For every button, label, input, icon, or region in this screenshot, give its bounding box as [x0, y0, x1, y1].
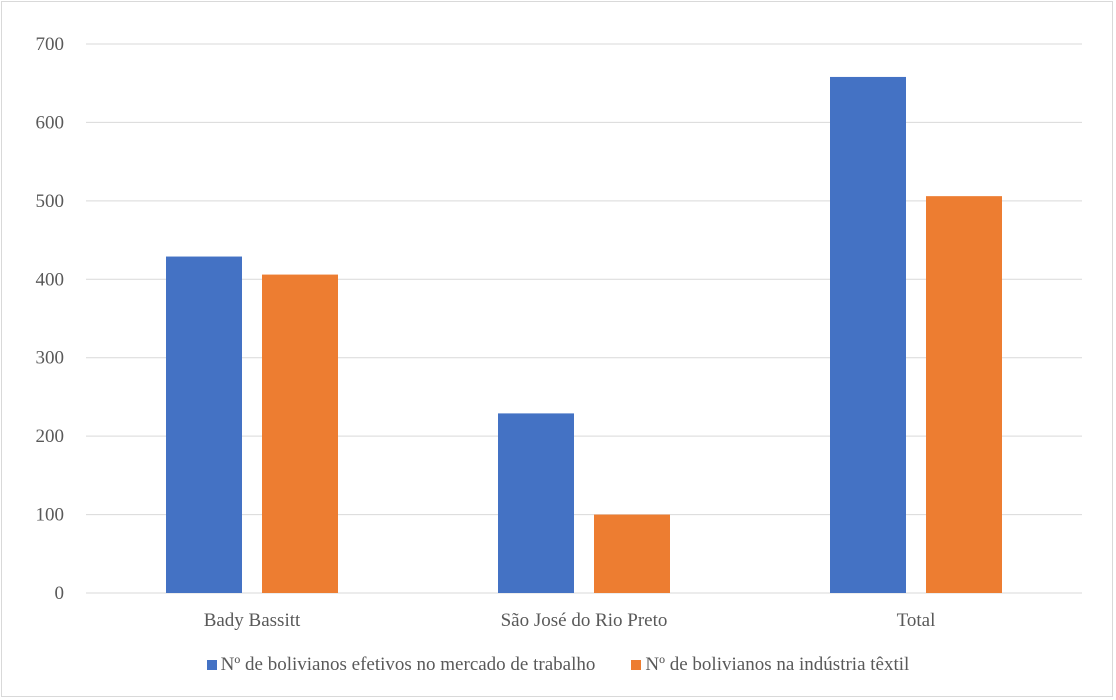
y-tick-label: 700	[36, 34, 65, 55]
x-tick-label: São José do Rio Preto	[501, 610, 668, 631]
bar-series-1-cat-1	[166, 256, 242, 593]
bar-series-1-cat-3	[830, 76, 906, 593]
bars	[166, 76, 1002, 593]
y-axis-ticks: 0 100 200 300 400 500 600 700	[36, 34, 65, 604]
legend-swatch-series-2	[631, 660, 642, 670]
y-tick-label: 200	[36, 426, 65, 447]
bar-series-1-cat-2	[498, 413, 574, 593]
legend-item-series-1: Nº de bolivianos efetivos no mercado de …	[206, 654, 596, 676]
y-tick-label: 0	[55, 583, 65, 604]
x-tick-label: Total	[897, 610, 936, 631]
legend: Nº de bolivianos efetivos no mercado de …	[2, 654, 1114, 676]
legend-label-series-1: Nº de bolivianos efetivos no mercado de …	[220, 654, 596, 675]
legend-item-series-2: Nº de bolivianos na indústria têxtil	[631, 654, 909, 676]
x-axis-ticks: Bady Bassitt São José do Rio Preto Total	[204, 610, 936, 631]
legend-label-series-2: Nº de bolivianos na indústria têxtil	[645, 654, 910, 675]
bar-series-2-cat-1	[262, 274, 338, 593]
y-tick-label: 100	[36, 505, 65, 526]
x-tick-label: Bady Bassitt	[204, 610, 301, 631]
gridlines	[86, 43, 1082, 594]
y-tick-label: 400	[36, 269, 65, 290]
y-tick-label: 300	[36, 348, 65, 369]
y-tick-label: 600	[36, 112, 65, 133]
legend-swatch-series-1	[206, 660, 217, 670]
bar-series-2-cat-3	[926, 196, 1002, 593]
y-tick-label: 500	[36, 191, 65, 212]
bar-series-2-cat-2	[594, 514, 670, 593]
